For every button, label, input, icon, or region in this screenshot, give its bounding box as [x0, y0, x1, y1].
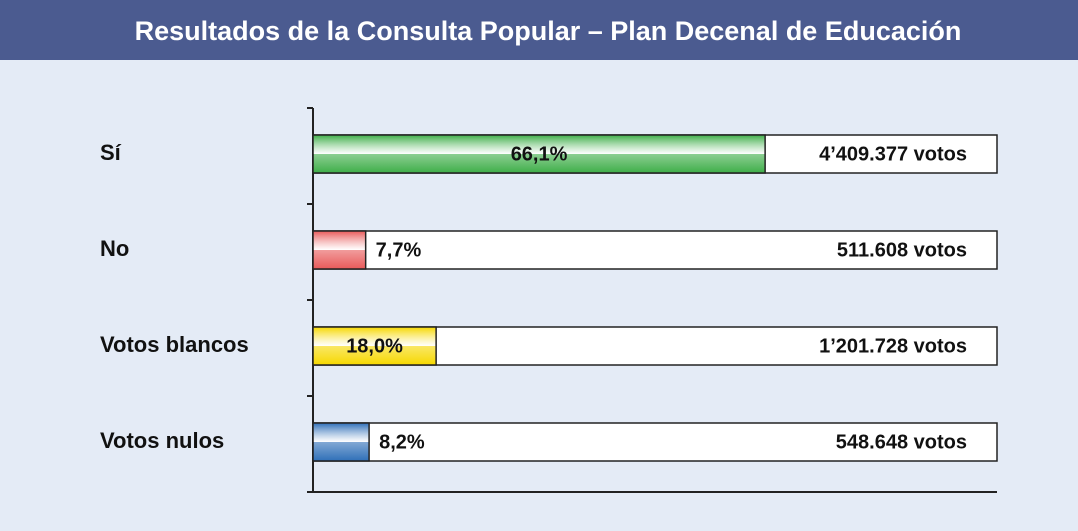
bar — [312, 326, 437, 366]
value-label: 8,2% — [379, 431, 425, 453]
category-label: No — [100, 236, 129, 261]
value-label: 18,0% — [346, 335, 403, 357]
category-label: Sí — [100, 140, 122, 165]
vote-label: 4’409.377 votos — [819, 143, 967, 165]
bar — [312, 422, 370, 462]
bar — [312, 230, 367, 270]
vote-label: 548.648 votos — [836, 431, 967, 453]
header-band — [0, 0, 1078, 60]
chart-title: Resultados de la Consulta Popular – Plan… — [135, 16, 962, 46]
value-label: 66,1% — [511, 143, 568, 165]
category-label: Votos blancos — [100, 332, 249, 357]
value-label: 7,7% — [376, 239, 422, 261]
category-label: Votos nulos — [100, 428, 224, 453]
vote-label: 511.608 votos — [837, 239, 967, 261]
bar — [312, 134, 766, 174]
vote-label: 1’201.728 votos — [819, 335, 967, 357]
